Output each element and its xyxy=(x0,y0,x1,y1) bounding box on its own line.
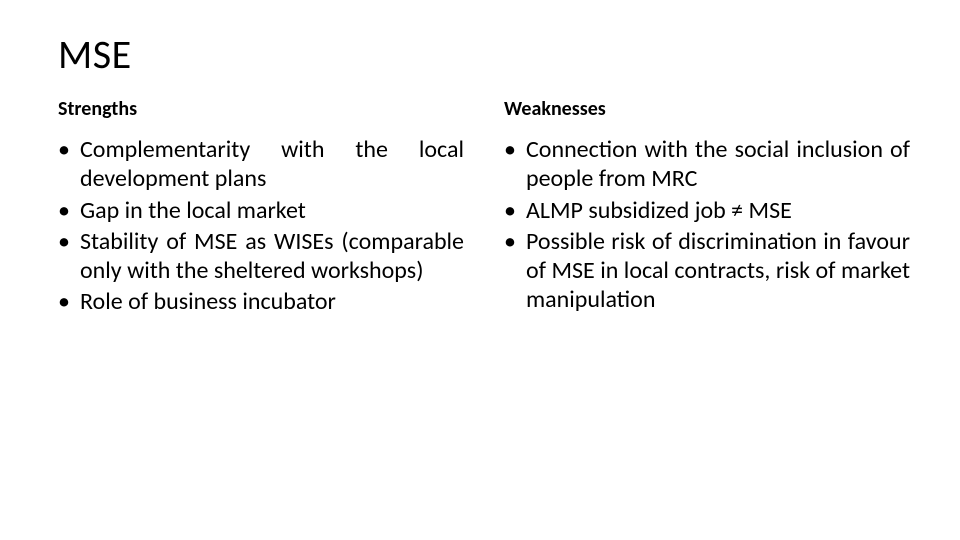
slide: MSE Strengths Complementarity with the l… xyxy=(0,0,960,540)
weaknesses-column: Weaknesses Connection with the social in… xyxy=(504,97,910,319)
weaknesses-list: Connection with the social inclusion of … xyxy=(504,135,910,315)
list-item: Complementarity with the local developme… xyxy=(58,135,464,194)
list-item: Role of business incubator xyxy=(58,287,464,316)
list-item: Gap in the local market xyxy=(58,196,464,225)
page-title: MSE xyxy=(58,30,910,79)
list-item: ALMP subsidized job ≠ MSE xyxy=(504,196,910,225)
list-item: Connection with the social inclusion of … xyxy=(504,135,910,194)
weaknesses-header: Weaknesses xyxy=(504,97,910,121)
strengths-column: Strengths Complementarity with the local… xyxy=(58,97,464,319)
strengths-header: Strengths xyxy=(58,97,464,121)
two-column-layout: Strengths Complementarity with the local… xyxy=(58,97,910,319)
strengths-list: Complementarity with the local developme… xyxy=(58,135,464,317)
list-item: Possible risk of discrimination in favou… xyxy=(504,227,910,315)
list-item: Stability of MSE as WISEs (comparable on… xyxy=(58,227,464,286)
